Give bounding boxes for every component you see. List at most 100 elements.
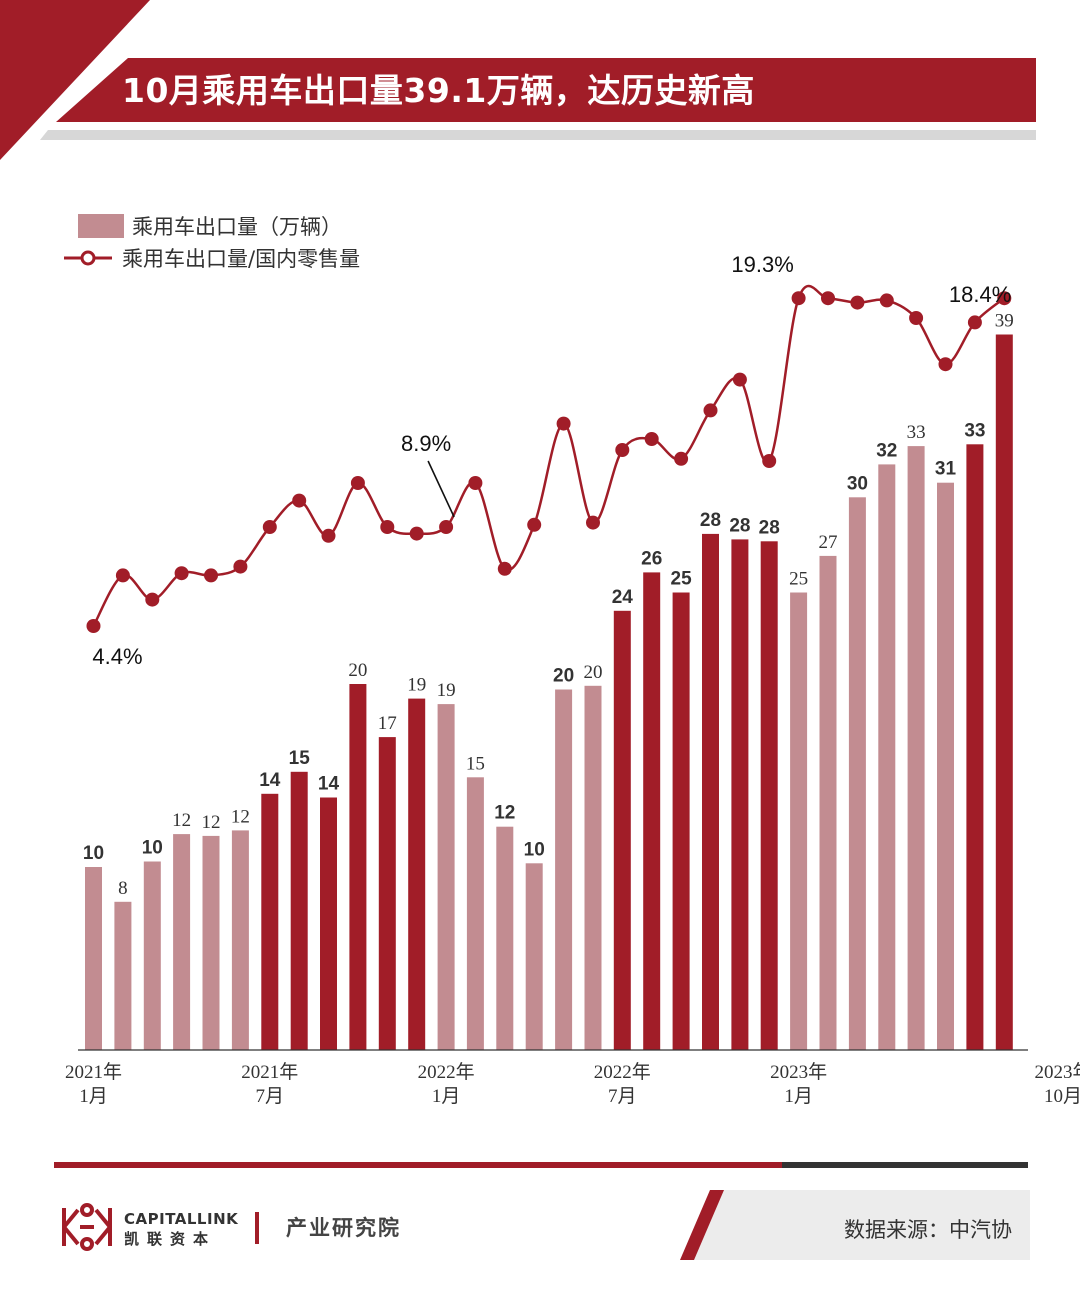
x-tick-year-12: 2022年 [418, 1061, 475, 1083]
bar-12 [437, 704, 455, 1050]
bar-label-28: 33 [907, 422, 926, 443]
bar-label-3: 12 [172, 810, 191, 831]
page-title: 10月乘用车出口量39.1万辆，达历史新高 [122, 71, 755, 110]
bar-10 [378, 737, 396, 1050]
ratio-point-4 [204, 568, 218, 583]
ratio-point-14 [497, 561, 512, 576]
title-band [56, 58, 1036, 122]
bar-23 [760, 541, 778, 1050]
ratio-point-3 [174, 566, 189, 581]
ratio-point-5 [233, 559, 248, 574]
ratio-point-9 [350, 476, 365, 490]
ratio-point-8 [321, 528, 336, 543]
brand-separator [255, 1212, 259, 1244]
ratio-annotation-0: 4.4% [92, 644, 142, 669]
ratio-point-30 [967, 315, 982, 330]
ratio-point-20 [674, 451, 689, 466]
ratio-point-28 [909, 311, 924, 325]
ratio-point-31 [997, 291, 1012, 306]
legend-line-label: 乘用车出口量/国内零售量 [122, 247, 361, 271]
bar-25 [819, 555, 837, 1050]
legend-bar-swatch [78, 214, 124, 238]
ratio-point-12 [439, 520, 454, 534]
bar-4 [202, 835, 220, 1050]
bar-label-8: 14 [318, 774, 340, 795]
bar-label-23: 28 [759, 517, 780, 538]
institute-label: 产业研究院 [286, 1215, 401, 1240]
bar-label-24: 25 [789, 569, 808, 590]
bar-label-13: 15 [466, 753, 485, 774]
ratio-point-23 [762, 454, 777, 468]
bar-27 [878, 464, 896, 1050]
ratio-annotation-24: 19.3% [731, 252, 793, 277]
ratio-point-6 [262, 520, 277, 534]
legend-item-line: 乘用车出口量/国内零售量 [64, 242, 360, 274]
brand-name-en: CAPITALLINK [124, 1210, 239, 1228]
footer-divider-red [54, 1162, 782, 1168]
capitallink-logo-icon [62, 1203, 112, 1251]
bar-22 [731, 539, 749, 1050]
data-source: 数据来源：中汽协 [844, 1218, 1012, 1242]
x-tick-month-6: 7月 [256, 1086, 285, 1107]
bar-29 [937, 482, 954, 1050]
bar-17 [584, 685, 602, 1050]
bar-label-7: 15 [289, 748, 311, 769]
legend-line-marker-icon [64, 250, 112, 266]
ratio-annotation-28: 18.4% [949, 282, 1011, 307]
bar-label-12: 19 [437, 680, 456, 701]
bar-28 [907, 446, 925, 1051]
bar-label-10: 17 [378, 713, 397, 734]
bar-label-18: 24 [612, 587, 634, 608]
bar-13 [466, 777, 484, 1050]
x-tick-month-0: 1月 [79, 1086, 108, 1107]
x-tick-month-12: 1月 [432, 1086, 461, 1107]
bar-label-31: 39 [995, 311, 1014, 332]
footer-divider-dark [782, 1162, 1028, 1168]
bar-label-14: 12 [494, 803, 515, 824]
ratio-point-18 [615, 443, 630, 457]
bar-label-29: 31 [935, 459, 957, 480]
bar-label-16: 20 [553, 666, 574, 687]
ratio-point-1 [115, 568, 130, 583]
bar-label-17: 20 [584, 662, 603, 683]
ratio-point-22 [732, 372, 747, 387]
bar-label-11: 19 [407, 675, 426, 696]
x-tick-year-6: 2021年 [241, 1061, 298, 1083]
ratio-point-2 [145, 592, 160, 607]
bar-15 [525, 863, 543, 1050]
source-box [680, 1190, 1030, 1260]
bar-label-22: 28 [729, 515, 750, 536]
ratio-point-17 [586, 515, 600, 530]
ratio-point-13 [468, 476, 483, 490]
bar-label-0: 10 [83, 843, 104, 864]
bar-label-20: 25 [671, 569, 693, 590]
x-tick-year-33: 2023年 [1034, 1061, 1080, 1083]
ratio-point-21 [703, 403, 718, 418]
bar-16 [555, 689, 573, 1050]
ratio-line [92, 284, 1006, 627]
bar-9 [349, 684, 367, 1050]
ratio-point-0 [86, 619, 101, 633]
bar-0 [85, 867, 102, 1050]
bar-5 [231, 830, 249, 1050]
ratio-point-19 [644, 432, 659, 446]
bar-14 [496, 826, 514, 1050]
bar-label-19: 26 [641, 548, 662, 569]
ratio-point-26 [850, 295, 865, 310]
ratio-annotation-12: 8.9% [401, 431, 451, 456]
bar-label-9: 20 [348, 660, 367, 681]
ratio-point-11 [409, 526, 424, 541]
bar-21 [702, 533, 719, 1050]
x-tick-year-24: 2023年 [770, 1061, 827, 1083]
bar-label-1: 8 [118, 878, 128, 899]
annotation-leader-12 [427, 460, 455, 518]
title-shadow [40, 130, 1036, 140]
legend-item-bar: 乘用车出口量（万辆） [64, 210, 360, 242]
bar-label-6: 14 [259, 770, 281, 791]
bar-26 [848, 497, 866, 1050]
bar-18 [613, 610, 631, 1050]
bar-24 [790, 592, 808, 1050]
bar-2 [143, 861, 161, 1050]
ratio-point-24 [791, 291, 806, 306]
bar-3 [173, 834, 191, 1050]
